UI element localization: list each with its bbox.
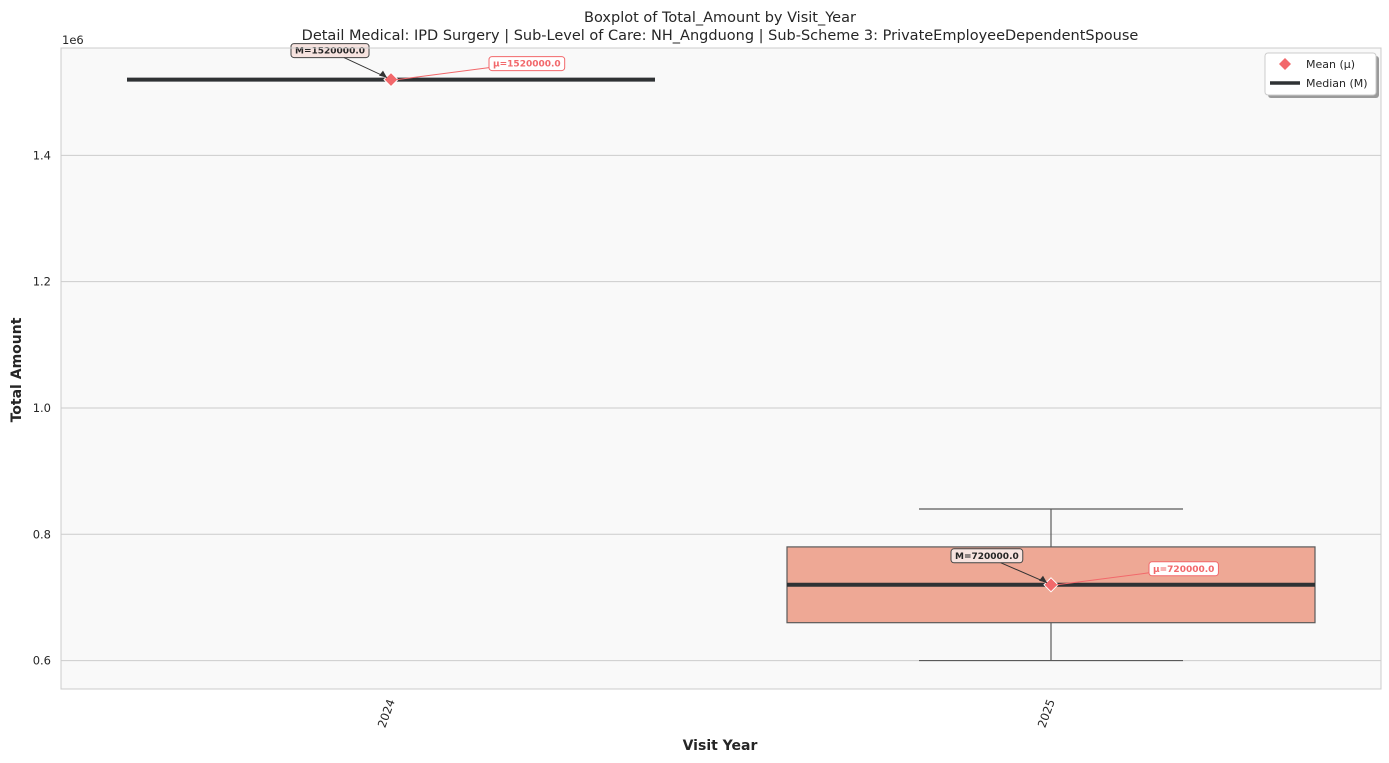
x-tick-label: 2024 — [375, 697, 398, 729]
median-annotation: M=720000.0 — [955, 552, 1019, 562]
chart-subtitle: Detail Medical: IPD Surgery | Sub-Level … — [302, 28, 1139, 44]
legend-label: Mean (μ) — [1306, 58, 1355, 71]
mean-annotation: μ=1520000.0 — [493, 60, 561, 70]
median-arrowhead — [379, 70, 387, 78]
mean-arrow — [1056, 572, 1150, 586]
y-tick-label: 0.8 — [33, 527, 51, 541]
boxes-layer — [127, 71, 1316, 662]
diamond-icon — [1279, 58, 1291, 70]
y-tick-labels: 0.6 0.8 1.0 1.2 1.4 — [33, 148, 51, 667]
y-offset-label: 1e6 — [62, 33, 84, 47]
median-arrow — [343, 57, 388, 79]
y-tick-label: 1.2 — [33, 275, 51, 289]
mean-annotation: μ=720000.0 — [1153, 565, 1214, 575]
mean-annotation-box — [488, 56, 566, 72]
annotations-layer: M=1520000.0 μ=1520000.0 M=720000.0 μ=720000… — [290, 43, 1219, 586]
x-tick-labels: 2024 2025 — [375, 697, 1058, 729]
x-axis-label: Visit Year — [683, 738, 758, 754]
mean-annotation-box — [1148, 561, 1219, 577]
y-tick-label: 0.6 — [33, 654, 51, 668]
legend: Mean (μ) Median (M) — [1264, 52, 1379, 98]
y-tick-label: 1.4 — [33, 148, 51, 162]
median-arrow — [1000, 562, 1048, 584]
chart-title: Boxplot of Total_Amount by Visit_Year — [584, 10, 856, 26]
legend-label: Median (M) — [1306, 77, 1368, 90]
y-axis-label: Total Amount — [9, 317, 25, 422]
median-annotation-box — [950, 548, 1024, 564]
mean-arrow — [396, 67, 490, 81]
y-tick-label: 1.0 — [33, 401, 51, 415]
median-annotation: M=1520000.0 — [295, 47, 365, 57]
plot-frame — [60, 47, 1382, 690]
median-annotation-box — [290, 43, 370, 59]
x-tick-label: 2025 — [1035, 697, 1058, 729]
median-arrowhead — [1039, 575, 1047, 583]
